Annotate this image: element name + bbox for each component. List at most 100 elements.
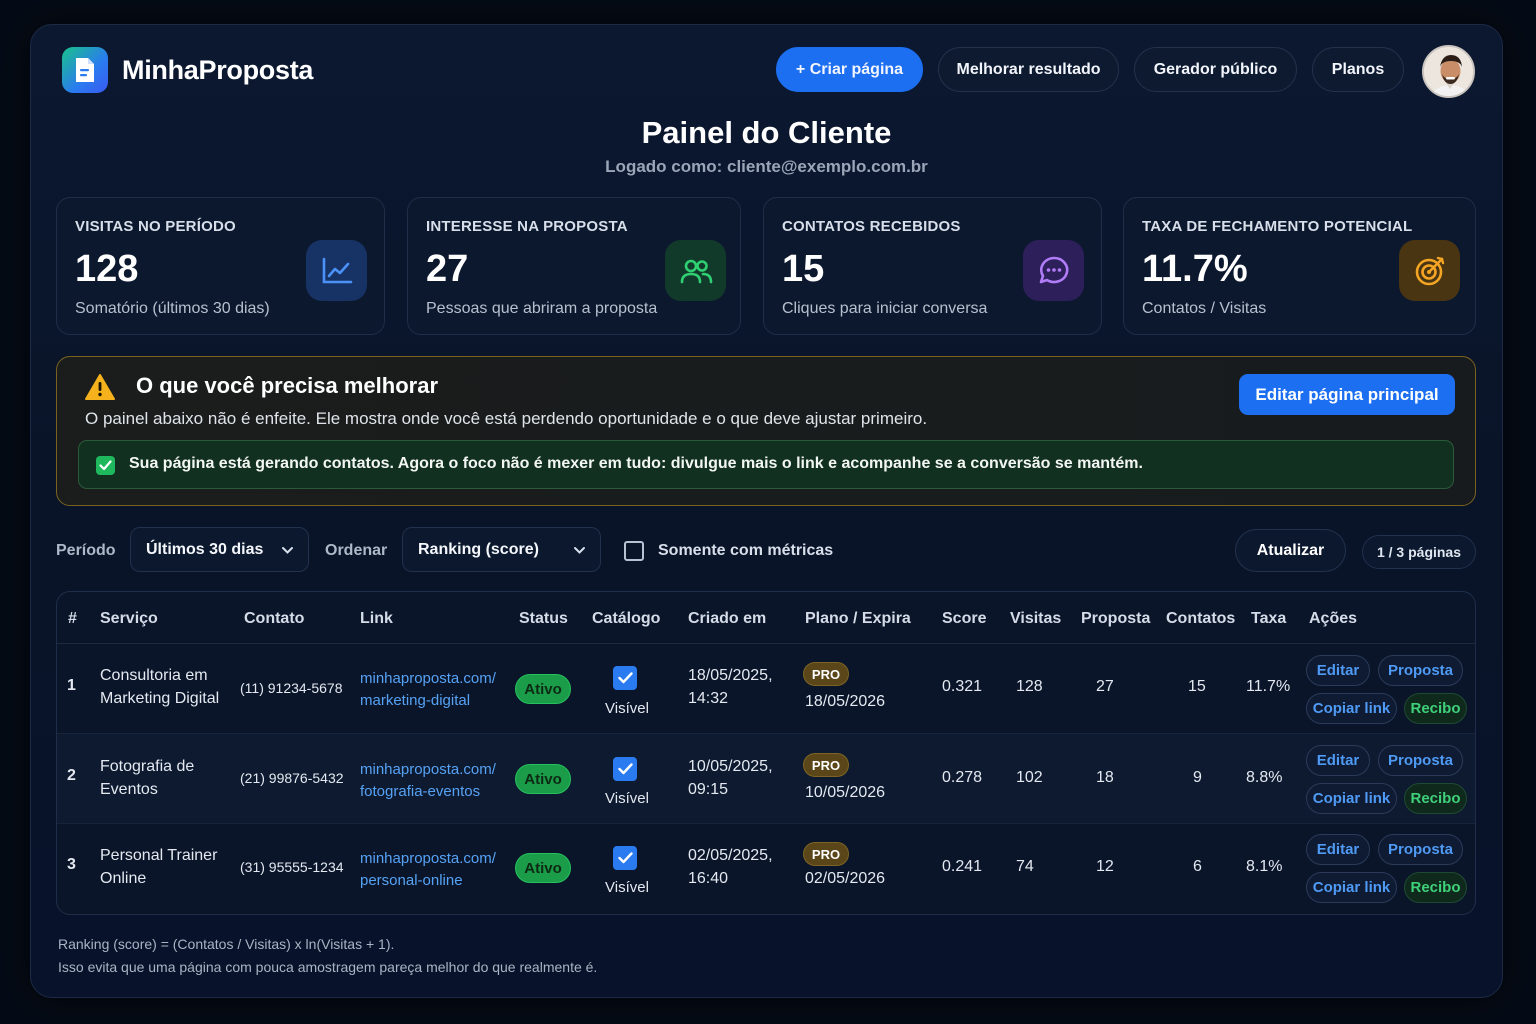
conversion-rate: 8.8% xyxy=(1246,769,1283,786)
catalog-checkbox[interactable] xyxy=(613,757,637,781)
page-link-line1[interactable]: minhaproposta.com/ xyxy=(360,761,496,778)
page-link-line2[interactable]: fotografia-eventos xyxy=(360,783,481,800)
logged-in-as: Logado como: cliente@exemplo.com.br xyxy=(605,157,928,176)
col-header: Ações xyxy=(1309,610,1358,627)
edit-button[interactable]: Editar xyxy=(1306,745,1370,776)
status-badge: Ativo xyxy=(515,674,571,704)
col-header: Catálogo xyxy=(592,610,661,627)
proposal-count: 18 xyxy=(1096,769,1114,786)
check-icon xyxy=(617,672,633,684)
table-row: 2 Fotografia de Eventos (21) 99876-5432 … xyxy=(57,734,1475,824)
stat-label: TAXA DE FECHAMENTO POTENCIAL xyxy=(1142,218,1413,235)
row-number: 1 xyxy=(67,677,76,694)
order-value: Ranking (score) xyxy=(418,541,539,558)
stat-subtext: Pessoas que abriram a proposta xyxy=(426,300,658,317)
proposal-button[interactable]: Proposta xyxy=(1378,655,1463,686)
col-header: Serviço xyxy=(100,610,158,627)
stat-label: INTERESSE NA PROPOSTA xyxy=(426,218,628,235)
score-explanation-note: Isso evita que uma página com pouca amos… xyxy=(58,959,598,975)
receipt-button[interactable]: Recibo xyxy=(1404,783,1467,814)
receipt-button[interactable]: Recibo xyxy=(1404,693,1467,724)
col-header: # xyxy=(68,610,77,627)
catalog-checkbox[interactable] xyxy=(613,846,637,870)
success-message: Sua página está gerando contatos. Agora … xyxy=(78,440,1454,489)
service-name-line1: Personal Trainer xyxy=(100,847,218,864)
receipt-button[interactable]: Recibo xyxy=(1404,872,1467,903)
pages-table: # Serviço Contato Link Status Catálogo C… xyxy=(56,591,1476,915)
catalog-label: Visível xyxy=(605,790,649,807)
stat-value: 15 xyxy=(782,248,825,290)
edit-button[interactable]: Editar xyxy=(1306,834,1370,865)
catalog-label: Visível xyxy=(605,700,649,717)
edit-main-page-button[interactable]: Editar página principal xyxy=(1239,374,1455,415)
refresh-button[interactable]: Atualizar xyxy=(1235,529,1346,572)
stat-card-contacts: CONTATOS RECEBIDOS 15 Cliques para inici… xyxy=(763,197,1102,335)
create-page-button[interactable]: + Criar página xyxy=(776,47,923,92)
catalog-checkbox[interactable] xyxy=(613,666,637,690)
contact-phone: (21) 99876-5432 xyxy=(240,770,344,786)
improve-result-button[interactable]: Melhorar resultado xyxy=(938,47,1119,92)
stat-card-interest: INTERESSE NA PROPOSTA 27 Pessoas que abr… xyxy=(407,197,741,335)
proposal-button[interactable]: Proposta xyxy=(1378,834,1463,865)
created-time: 14:32 xyxy=(688,690,729,707)
stat-label: VISITAS NO PERÍODO xyxy=(75,218,236,235)
col-header: Score xyxy=(942,610,987,627)
plan-expires: 02/05/2026 xyxy=(805,870,886,887)
score: 0.278 xyxy=(942,769,983,786)
dashboard-frame: MinhaProposta + Criar página Melhorar re… xyxy=(30,24,1503,998)
logo[interactable] xyxy=(62,47,108,93)
order-select[interactable]: Ranking (score) xyxy=(402,527,601,572)
service-name-line1: Fotografia de xyxy=(100,758,195,775)
check-icon xyxy=(96,456,115,475)
page-link-line2[interactable]: personal-online xyxy=(360,872,463,889)
stat-subtext: Somatório (últimos 30 dias) xyxy=(75,300,270,317)
visits: 102 xyxy=(1016,769,1043,786)
users-icon xyxy=(665,240,726,301)
col-header: Taxa xyxy=(1251,610,1287,627)
metrics-only-checkbox[interactable] xyxy=(624,541,644,561)
row-number: 3 xyxy=(67,856,76,873)
proposal-button[interactable]: Proposta xyxy=(1378,745,1463,776)
table-row: 1 Consultoria em Marketing Digital (11) … xyxy=(57,644,1475,734)
table-row: 3 Personal Trainer Online (31) 95555-123… xyxy=(57,824,1475,914)
copy-link-button[interactable]: Copiar link xyxy=(1306,783,1397,814)
col-header: Status xyxy=(519,610,568,627)
stat-subtext: Contatos / Visitas xyxy=(1142,300,1267,317)
status-badge: Ativo xyxy=(515,764,571,794)
catalog-label: Visível xyxy=(605,879,649,896)
stat-value: 11.7% xyxy=(1142,248,1248,290)
row-number: 2 xyxy=(67,767,76,784)
stat-card-closing-rate: TAXA DE FECHAMENTO POTENCIAL 11.7% Conta… xyxy=(1123,197,1476,335)
page-link-line1[interactable]: minhaproposta.com/ xyxy=(360,670,496,687)
pagination-indicator: 1 / 3 páginas xyxy=(1362,535,1476,569)
plan-expires: 18/05/2026 xyxy=(805,693,886,710)
contacts-count: 6 xyxy=(1193,858,1202,875)
plan-badge: PRO xyxy=(803,842,849,866)
copy-link-button[interactable]: Copiar link xyxy=(1306,693,1397,724)
warning-icon xyxy=(85,374,115,400)
proposal-count: 12 xyxy=(1096,858,1114,875)
created-date: 18/05/2025, xyxy=(688,667,773,684)
edit-button[interactable]: Editar xyxy=(1306,655,1370,686)
target-icon xyxy=(1399,240,1460,301)
page-link-line2[interactable]: marketing-digital xyxy=(360,692,471,709)
service-name-line2: Eventos xyxy=(100,781,158,798)
public-generator-button[interactable]: Gerador público xyxy=(1134,47,1297,92)
plans-button[interactable]: Planos xyxy=(1312,47,1404,92)
check-icon xyxy=(617,763,633,775)
period-select[interactable]: Últimos 30 dias xyxy=(130,527,309,572)
created-date: 10/05/2025, xyxy=(688,758,773,775)
contacts-count: 9 xyxy=(1193,769,1202,786)
col-header: Visitas xyxy=(1010,610,1062,627)
plan-expires: 10/05/2026 xyxy=(805,784,886,801)
copy-link-button[interactable]: Copiar link xyxy=(1306,872,1397,903)
visits: 128 xyxy=(1016,678,1043,695)
page-link-line1[interactable]: minhaproposta.com/ xyxy=(360,850,496,867)
metrics-only-label[interactable]: Somente com métricas xyxy=(658,542,834,559)
check-icon xyxy=(617,852,633,864)
contact-phone: (11) 91234-5678 xyxy=(240,680,343,696)
status-badge: Ativo xyxy=(515,853,571,883)
chat-bubble-icon xyxy=(1023,240,1084,301)
avatar[interactable] xyxy=(1422,45,1475,98)
improvement-title: O que você precisa melhorar xyxy=(136,373,439,398)
